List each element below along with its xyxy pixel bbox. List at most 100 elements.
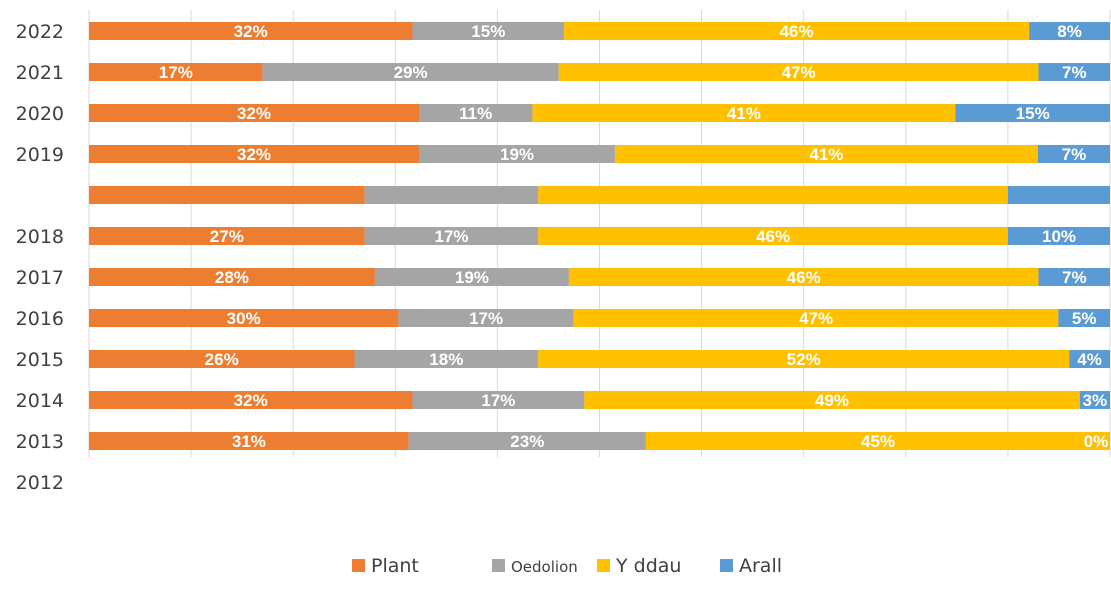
data-label: 17% — [469, 309, 503, 328]
legend: Plant Oedolion Y ddau Arall — [352, 555, 782, 577]
bar-segment — [89, 63, 263, 81]
legend-label: Oedolion — [511, 558, 578, 576]
bar-segment — [1037, 145, 1110, 163]
data-label: 27% — [210, 227, 244, 246]
y-tick-label: 2016 — [16, 308, 64, 330]
data-label: 29% — [394, 63, 428, 82]
bar-segment — [1007, 227, 1110, 245]
bars — [89, 22, 1110, 450]
data-label: 23% — [510, 432, 544, 451]
bar-segment — [89, 145, 419, 163]
data-label: 52% — [787, 350, 821, 369]
legend-swatch — [492, 559, 505, 572]
data-label: 19% — [455, 268, 489, 287]
bar-segment — [1069, 350, 1110, 368]
data-label: 7% — [1062, 145, 1087, 164]
bar-segment — [1038, 63, 1110, 81]
bar-segment — [408, 432, 646, 450]
data-label: 32% — [234, 22, 268, 41]
bar-segment — [532, 104, 956, 122]
data-label: 47% — [799, 309, 833, 328]
bar-segment — [89, 227, 365, 245]
data-label: 15% — [471, 22, 505, 41]
data-label: 30% — [227, 309, 261, 328]
bar-segment — [89, 350, 355, 368]
data-label: 28% — [215, 268, 249, 287]
data-label: 15% — [1016, 104, 1050, 123]
bar-segment — [354, 350, 539, 368]
bar-segment — [89, 432, 409, 450]
data-label: 41% — [809, 145, 843, 164]
bar-segment — [89, 104, 419, 122]
bar-segment — [558, 63, 1039, 81]
bar-segment — [538, 186, 1008, 204]
bar-segment — [364, 186, 539, 204]
y-tick-label: 2022 — [16, 21, 64, 43]
y-tick-label: 2019 — [16, 144, 64, 166]
data-label: 49% — [815, 391, 849, 410]
bar-segment — [568, 268, 1039, 286]
bar-segment — [89, 22, 413, 40]
bar-segment — [374, 268, 569, 286]
data-label: 32% — [237, 104, 271, 123]
bar-segment — [955, 104, 1110, 122]
data-label: 7% — [1062, 63, 1087, 82]
bar-segment — [398, 309, 574, 327]
legend-swatch — [352, 559, 365, 572]
y-tick-label: 2017 — [16, 267, 64, 289]
bar-segment — [262, 63, 559, 81]
bar-segment — [573, 309, 1059, 327]
y-tick-label: 2012 — [16, 472, 64, 494]
data-label: 46% — [787, 268, 821, 287]
data-label: 4% — [1077, 350, 1102, 369]
data-label: 46% — [756, 227, 790, 246]
y-axis-labels: 2022 2021 2020 2019 2018 2017 2016 2015 2014 2013… — [16, 21, 64, 494]
y-tick-label: 2013 — [16, 431, 64, 453]
bar-segment — [615, 145, 1038, 163]
bar-segment — [89, 391, 413, 409]
bar-segment — [584, 391, 1080, 409]
data-label: 45% — [861, 432, 895, 451]
y-tick-label: 2015 — [16, 349, 64, 371]
bar-segment — [538, 350, 1070, 368]
bar-segment — [1079, 391, 1110, 409]
data-label: 18% — [429, 350, 463, 369]
data-label: 26% — [205, 350, 239, 369]
bar-segment — [412, 391, 585, 409]
data-label: 47% — [782, 63, 816, 82]
bar-segment — [89, 268, 375, 286]
data-label: 31% — [232, 432, 266, 451]
data-label: 32% — [234, 391, 268, 410]
bar-segment — [419, 104, 533, 122]
bar-segment — [89, 309, 399, 327]
data-label: 46% — [780, 22, 814, 41]
y-tick-label: 2021 — [16, 62, 64, 84]
data-label: 17% — [434, 227, 468, 246]
y-tick-label: 2020 — [16, 103, 64, 125]
data-label: 17% — [159, 63, 193, 82]
data-labels: 32% 15% 46% 8% 17% 29% 47% 7% 32% 11% 41% 15% 32% 19%… — [159, 22, 1109, 451]
data-label: 17% — [481, 391, 515, 410]
bar-segment — [564, 22, 1030, 40]
legend-label: Plant — [371, 555, 419, 577]
bar-segment — [1029, 22, 1110, 40]
data-label: 32% — [237, 145, 271, 164]
legend-swatch — [720, 559, 733, 572]
data-label: 3% — [1083, 391, 1108, 410]
legend-label: Arall — [739, 555, 782, 577]
data-label: 0% — [1084, 432, 1109, 451]
legend-label: Y ddau — [615, 555, 681, 577]
bar-segment — [1038, 268, 1110, 286]
data-label: 7% — [1062, 268, 1087, 287]
legend-swatch — [597, 559, 610, 572]
data-label: 8% — [1057, 22, 1082, 41]
bar-segment — [89, 186, 365, 204]
data-label: 41% — [727, 104, 761, 123]
data-label: 11% — [459, 104, 492, 123]
bar-segment — [1007, 186, 1110, 204]
y-tick-label: 2018 — [16, 226, 64, 248]
bar-segment — [419, 145, 615, 163]
bar-segment — [538, 227, 1008, 245]
bar-segment — [1058, 309, 1110, 327]
